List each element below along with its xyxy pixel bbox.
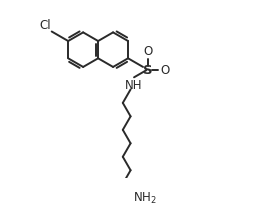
Text: O: O (160, 64, 170, 77)
Text: NH$_2$: NH$_2$ (133, 190, 157, 204)
Text: O: O (143, 44, 152, 57)
Text: S: S (143, 64, 152, 77)
Text: NH: NH (125, 79, 143, 92)
Text: Cl: Cl (39, 19, 51, 31)
